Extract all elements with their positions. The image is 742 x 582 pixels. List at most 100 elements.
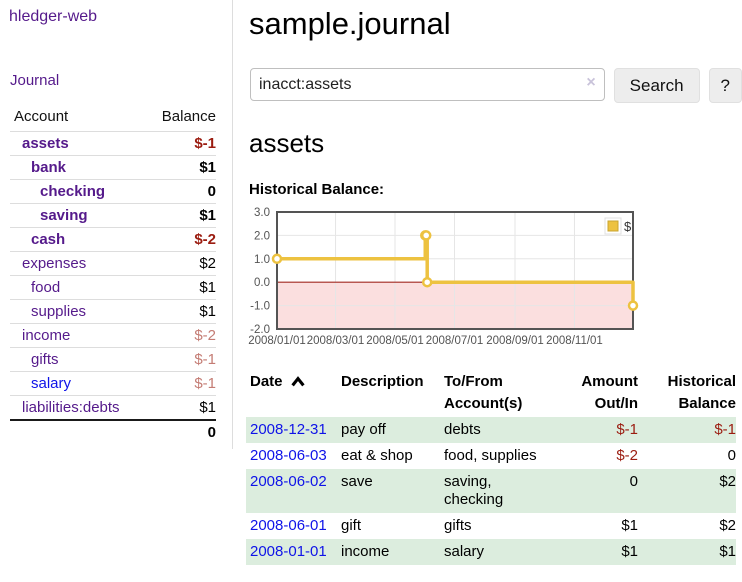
accounts-total-row: 0	[10, 419, 216, 444]
column-header-balance: Historical Balance	[667, 373, 736, 412]
historical-balance-chart: $3.0 2.0 1.0 0.0 -1.0 -2.0 2008/01/01 2008/03/0…	[246, 207, 742, 349]
register-amount-cell: 0	[629, 472, 638, 490]
svg-text:3.0: 3.0	[254, 207, 270, 219]
svg-text:2008/03/01: 2008/03/01	[307, 335, 365, 347]
account-row: food $1	[10, 275, 216, 300]
account-link-gifts[interactable]: gifts	[31, 351, 59, 368]
account-link-cash[interactable]: cash	[31, 231, 66, 248]
accounts-header-balance: Balance	[161, 108, 216, 125]
account-row: expenses $2	[10, 251, 216, 276]
account-name-cell: gifts	[10, 347, 148, 372]
sort-ascending-icon	[291, 372, 305, 394]
register-row: 2008-12-31 pay off debts $-1 $-1	[246, 416, 736, 443]
column-header-accounts: To/From Account(s)	[444, 373, 523, 412]
account-balance: $2	[147, 251, 216, 276]
account-balance: $-2	[147, 323, 216, 348]
column-header-description: Description	[341, 373, 424, 390]
register-balance-cell: $1	[719, 542, 736, 560]
register-date-cell: 2008-01-01	[246, 539, 341, 565]
register-table: Date Description To/From Account(s) Amou…	[246, 369, 736, 565]
account-link-assets[interactable]: assets	[22, 135, 69, 152]
register-description-cell: income	[341, 542, 390, 560]
register-date-link[interactable]: 2008-06-03	[250, 446, 327, 464]
chart-legend-label: $	[624, 219, 632, 234]
help-button[interactable]: ?	[708, 68, 742, 103]
search-input[interactable]	[250, 68, 605, 101]
svg-text:1.0: 1.0	[254, 254, 270, 266]
register-header-row: Date Description To/From Account(s) Amou…	[246, 369, 736, 417]
account-name-cell: assets	[10, 131, 148, 156]
account-link-salary[interactable]: salary	[31, 375, 72, 392]
account-balance: $1	[147, 299, 216, 324]
column-header-date-sort[interactable]: Date	[246, 369, 341, 417]
register-date-link[interactable]: 2008-06-01	[250, 516, 327, 534]
register-amount-cell: $1	[621, 516, 638, 534]
accounts-total-value: 0	[147, 419, 216, 444]
accounts-table: Account Balance assets $-1 bank $1 checking 0…	[10, 106, 216, 444]
account-balance: $-1	[147, 131, 216, 156]
account-row: income $-2	[10, 323, 216, 348]
app-title-link[interactable]: hledger-web	[9, 8, 98, 25]
accounts-header-row: Account Balance	[10, 106, 216, 132]
account-balance: $1	[147, 395, 216, 420]
svg-text:2008/01/01: 2008/01/01	[248, 335, 306, 347]
sidebar-item-journal[interactable]: Journal	[10, 72, 60, 89]
account-link-expenses[interactable]: expenses	[22, 255, 87, 272]
register-date-link[interactable]: 2008-06-02	[250, 472, 327, 490]
account-name-cell: salary	[10, 371, 148, 396]
register-date-link[interactable]: 2008-12-31	[250, 420, 327, 438]
account-row: assets $-1	[10, 131, 216, 156]
account-link-saving[interactable]: saving	[40, 207, 88, 224]
register-balance-cell: 0	[727, 446, 736, 464]
svg-text:2.0: 2.0	[254, 230, 270, 242]
account-row: checking 0	[10, 179, 216, 204]
register-description-cell: eat & shop	[341, 446, 413, 464]
register-date-cell: 2008-12-31	[246, 417, 341, 443]
account-name-cell: saving	[10, 203, 148, 228]
register-description-cell: gift	[341, 516, 362, 534]
register-accounts-cell: debts	[444, 420, 481, 438]
account-balance: $1	[147, 203, 216, 228]
register-balance-cell: $2	[719, 516, 736, 534]
main-content: sample.journal × Search ? assets Histori…	[233, 0, 742, 565]
register-accounts-cell: salary	[444, 542, 485, 560]
account-row: bank $1	[10, 155, 216, 180]
register-date-cell: 2008-06-03	[246, 443, 341, 469]
svg-text:2008/07/01: 2008/07/01	[426, 335, 484, 347]
register-date-cell: 2008-06-02	[246, 469, 341, 513]
account-link-income[interactable]: income	[22, 327, 71, 344]
page-title: sample.journal	[249, 6, 451, 41]
search-box: ×	[250, 68, 605, 101]
svg-text:-1.0: -1.0	[250, 301, 270, 313]
account-balance: $-1	[147, 371, 216, 396]
register-row: 2008-06-03 eat & shop food, supplies $-2 0	[246, 443, 736, 469]
account-link-liabilities-debts[interactable]: liabilities:debts	[22, 399, 120, 416]
column-header-amount: Amount Out/In	[581, 373, 638, 412]
account-name-cell: cash	[10, 227, 148, 252]
account-link-bank[interactable]: bank	[31, 159, 67, 176]
account-link-supplies[interactable]: supplies	[31, 303, 87, 320]
search-button[interactable]: Search	[613, 68, 700, 103]
register-amount-cell: $-2	[616, 446, 638, 464]
register-amount-cell: $-1	[616, 420, 638, 438]
account-link-food[interactable]: food	[31, 279, 61, 296]
register-balance-cell: $-1	[714, 420, 736, 438]
register-row: 2008-06-01 gift gifts $1 $2	[246, 513, 736, 539]
account-row: cash $-2	[10, 227, 216, 252]
register-description-cell: save	[341, 472, 373, 490]
register-balance-cell: $2	[719, 472, 736, 490]
svg-text:2008/05/01: 2008/05/01	[366, 335, 424, 347]
account-name-cell: expenses	[10, 251, 148, 276]
account-row: supplies $1	[10, 299, 216, 324]
account-row: saving $1	[10, 203, 216, 228]
register-description-cell: pay off	[341, 420, 386, 438]
clear-search-icon[interactable]: ×	[586, 74, 596, 91]
chart-title: Historical Balance:	[249, 181, 385, 198]
register-accounts-cell: food, supplies	[444, 446, 537, 464]
svg-text:-2.0: -2.0	[250, 324, 270, 336]
account-balance: 0	[147, 179, 216, 204]
register-date-link[interactable]: 2008-01-01	[250, 542, 327, 560]
svg-text:2008/09/01: 2008/09/01	[486, 335, 544, 347]
account-link-checking[interactable]: checking	[40, 183, 106, 200]
